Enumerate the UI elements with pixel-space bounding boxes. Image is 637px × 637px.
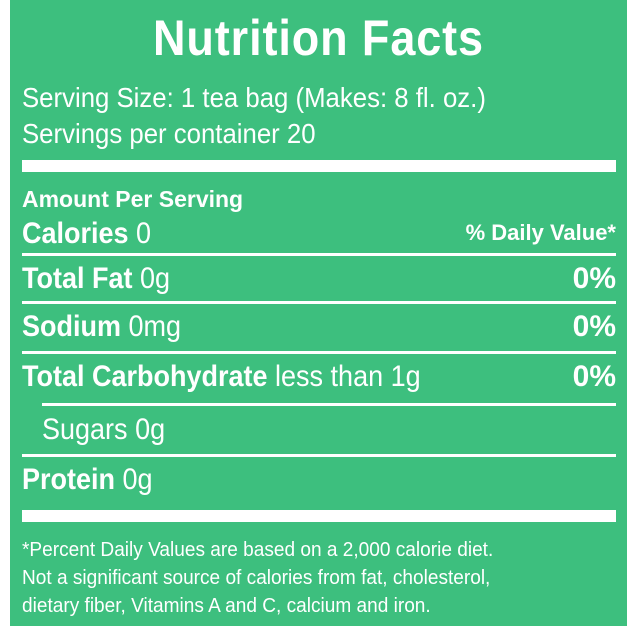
nutrient-label: Total Carbohydrate [22, 360, 268, 393]
thick-divider-top [22, 160, 616, 172]
nutrient-row-sugars: Sugars 0g [22, 410, 616, 450]
nutrition-facts-panel: Nutrition Facts Serving Size: 1 tea bag … [10, 0, 627, 626]
nutrient-amount: 0mg [128, 310, 182, 343]
divider [22, 351, 616, 354]
nutrient-dv: 0% [572, 310, 616, 343]
footnote: *Percent Daily Values are based on a 2,0… [22, 536, 622, 620]
nutrient-amount: 0g [122, 463, 153, 496]
divider [22, 301, 616, 304]
serving-size: Serving Size: 1 tea bag (Makes: 8 fl. oz… [22, 82, 486, 113]
footnote-line: Not a significant source of calories fro… [22, 566, 491, 589]
divider [22, 253, 616, 256]
servings-per-container: Servings per container 20 [22, 118, 316, 149]
divider-indented [42, 403, 616, 406]
amount-per-serving: Amount Per Serving [22, 186, 244, 212]
nutrient-label: Protein [22, 463, 116, 496]
nutrient-dv: 0% [572, 262, 616, 295]
nutrient-amount: 0g [140, 262, 171, 295]
nutrient-row-total-carbohydrate: Total Carbohydrate less than 1g 0% [22, 357, 616, 397]
daily-value-header: % Daily Value* [465, 220, 616, 245]
calories-row: Calories 0 % Daily Value* [22, 214, 616, 254]
nutrient-label: Sodium [22, 310, 121, 343]
nutrient-row-sodium: Sodium 0mg 0% [22, 307, 616, 347]
footnote-line: *Percent Daily Values are based on a 2,0… [22, 538, 494, 561]
calories-label: Calories [22, 217, 129, 250]
nutrient-dv: 0% [572, 360, 616, 393]
nutrient-amount: 0g [135, 413, 166, 446]
divider [22, 454, 616, 457]
nutrient-label: Total Fat [22, 262, 133, 295]
footnote-line: dietary fiber, Vitamins A and C, calcium… [22, 594, 431, 617]
panel-title: Nutrition Facts [152, 10, 485, 66]
calories-value: 0 [136, 217, 152, 250]
thick-divider-bottom [22, 510, 616, 522]
nutrient-row-total-fat: Total Fat 0g 0% [22, 259, 616, 299]
nutrient-row-protein: Protein 0g [22, 460, 616, 500]
nutrient-label: Sugars [42, 413, 128, 446]
nutrient-amount: less than 1g [275, 360, 421, 393]
